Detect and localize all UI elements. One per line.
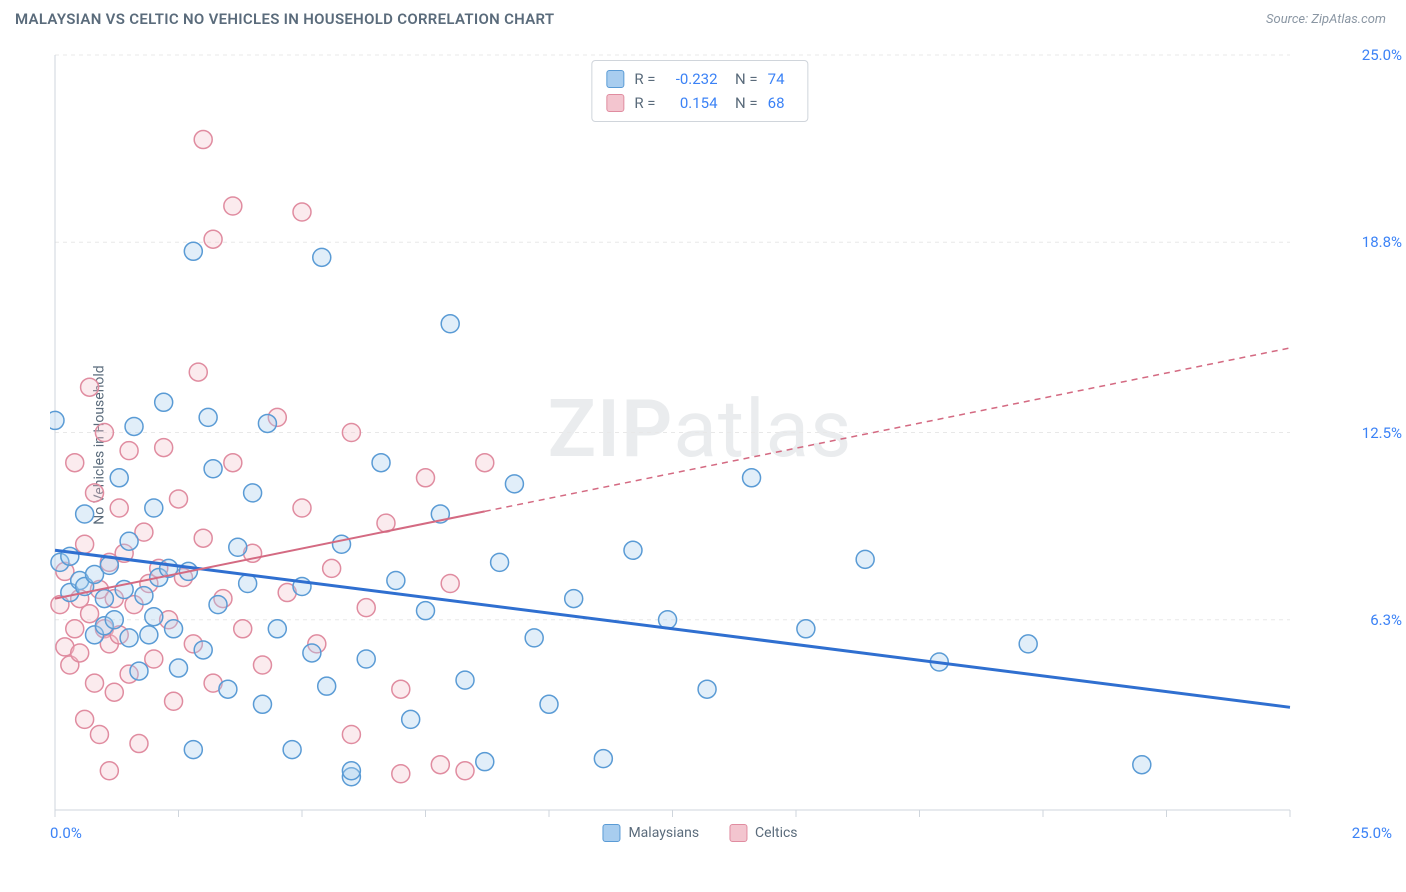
stats-row-celtics: R = 0.154 N = 68 (606, 91, 793, 115)
stat-r-celtics: 0.154 (666, 91, 718, 115)
chart-area: No Vehicles in Household ZIPatlas R = -0… (50, 50, 1350, 840)
stat-r-malaysians: -0.232 (666, 67, 718, 91)
y-tick-label: 25.0% (1362, 46, 1402, 64)
chart-title: MALAYSIAN VS CELTIC NO VEHICLES IN HOUSE… (15, 10, 554, 28)
stat-label-r: R = (634, 67, 655, 91)
swatch-malaysians-icon (606, 70, 624, 88)
chart-header: MALAYSIAN VS CELTIC NO VEHICLES IN HOUSE… (0, 0, 1406, 36)
y-tick-label: 6.3% (1370, 611, 1402, 629)
stat-label-n: N = (728, 91, 758, 115)
x-axis-origin-label: 0.0% (50, 824, 82, 842)
y-tick-label: 12.5% (1362, 424, 1402, 442)
stat-n-malaysians: 74 (768, 67, 794, 91)
legend-label-malaysians: Malaysians (628, 825, 699, 841)
correlation-stats-box: R = -0.232 N = 74 R = 0.154 N = 68 (591, 60, 808, 122)
series-legend: Malaysians Celtics (602, 824, 797, 842)
stats-row-malaysians: R = -0.232 N = 74 (606, 67, 793, 91)
source-attribution: Source: ZipAtlas.com (1266, 12, 1386, 27)
stat-label-n: N = (728, 67, 758, 91)
scatter-plot (50, 50, 1350, 840)
stat-label-r: R = (634, 91, 655, 115)
swatch-celtics-icon (729, 824, 747, 842)
y-tick-label: 18.8% (1362, 233, 1402, 251)
legend-label-celtics: Celtics (755, 825, 797, 841)
stat-n-celtics: 68 (768, 91, 794, 115)
legend-item-malaysians: Malaysians (602, 824, 699, 842)
legend-item-celtics: Celtics (729, 824, 797, 842)
swatch-celtics-icon (606, 94, 624, 112)
swatch-malaysians-icon (602, 824, 620, 842)
x-axis-max-label: 25.0% (1352, 824, 1392, 842)
